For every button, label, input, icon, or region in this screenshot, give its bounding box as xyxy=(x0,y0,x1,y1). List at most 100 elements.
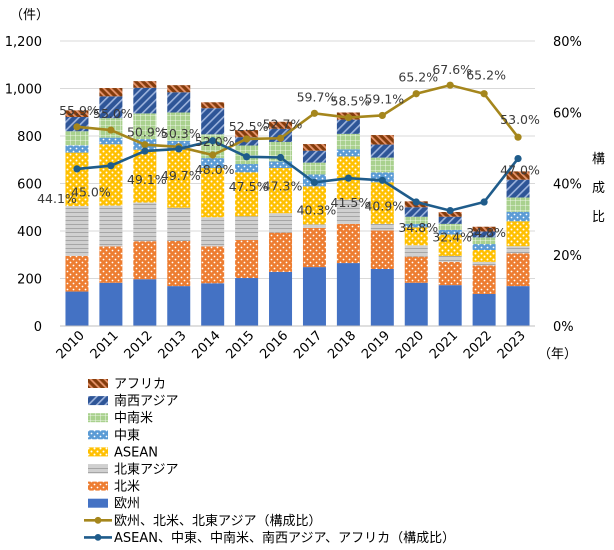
bar-segment xyxy=(235,164,258,172)
x-axis-ticks: 2010 2011 2012 2013 2014 2015 2016 2017 2018 2019… xyxy=(54,328,529,362)
right-axis-label-char-3: 比 xyxy=(592,210,605,225)
bar-segment xyxy=(405,283,428,326)
bar-segment xyxy=(439,285,462,326)
bar-segment xyxy=(337,120,360,134)
bar-segment xyxy=(405,257,428,283)
data-label-line2: 40.9% xyxy=(364,198,404,213)
x-tick-label: 2017 xyxy=(291,328,325,362)
ratio-point xyxy=(447,207,454,214)
ratio-point xyxy=(311,110,318,117)
x-tick-label: 2012 xyxy=(122,328,156,362)
data-label-line2: 45.0% xyxy=(71,185,111,200)
bar-segment xyxy=(133,279,156,326)
left-axis-unit: （件） xyxy=(10,8,49,23)
bar-segment xyxy=(269,233,292,272)
bar-segment xyxy=(507,221,530,246)
legend-item: 欧州 xyxy=(88,497,140,512)
bar-segment xyxy=(337,134,360,149)
legend-label: ASEAN、中東、中南米、南西アジア、アフリカ（構成比） xyxy=(114,530,455,546)
bar-segment xyxy=(371,158,394,173)
ratio-point xyxy=(277,154,284,161)
bar-segment xyxy=(235,240,258,278)
data-label-line1: 59.1% xyxy=(364,91,404,106)
bar-segment xyxy=(337,224,360,263)
x-tick-label: 2019 xyxy=(359,328,393,362)
bar-segment xyxy=(167,286,190,326)
bar-segment xyxy=(303,151,326,163)
ratio-point xyxy=(379,112,386,119)
legend-label: アフリカ xyxy=(114,377,166,392)
right-tick-label: 80% xyxy=(553,35,582,50)
right-tick-label: 60% xyxy=(553,106,582,121)
legend-item: 南西アジア xyxy=(88,393,178,409)
bar-segment xyxy=(65,206,88,256)
data-label-line1: 52.7% xyxy=(263,116,303,131)
bar-segment xyxy=(371,231,394,269)
ratio-point xyxy=(514,155,521,162)
bar-segment xyxy=(303,144,326,151)
ratio-point xyxy=(345,175,352,182)
bar-segment xyxy=(473,262,496,266)
legend-line-marker xyxy=(95,534,102,541)
legend-label: 中東 xyxy=(114,427,140,443)
bar-segment xyxy=(167,208,190,241)
left-tick-label: 0 xyxy=(34,320,42,335)
bar-segment xyxy=(99,88,122,96)
bar-segment xyxy=(133,203,156,242)
bar-segment xyxy=(167,241,190,286)
bar-segment xyxy=(507,253,530,286)
ratio-point xyxy=(243,135,250,142)
legend-swatch xyxy=(88,413,108,422)
bar-segment xyxy=(405,207,428,217)
legend-item: アフリカ xyxy=(88,377,166,392)
bar-segment xyxy=(99,246,122,282)
ratio-point xyxy=(141,141,148,148)
ratio-point xyxy=(379,177,386,184)
bar-segment xyxy=(507,212,530,222)
right-tick-label: 0% xyxy=(553,320,574,335)
legend-label: 北米 xyxy=(114,480,140,495)
bar-segment xyxy=(439,262,462,285)
legend-label: 欧州、北米、北東アジア（構成比） xyxy=(114,513,321,529)
legend-swatch xyxy=(88,482,108,491)
bar-segment xyxy=(439,256,462,262)
bar-segment xyxy=(439,217,462,224)
bar-segment xyxy=(303,163,326,175)
bar-segment xyxy=(201,283,224,326)
ratio-point xyxy=(107,126,114,133)
x-tick-label: 2022 xyxy=(461,328,495,362)
ratio-point xyxy=(514,134,521,141)
data-label-line2: 47.0% xyxy=(500,163,540,178)
ratio-point xyxy=(243,153,250,160)
data-label-line1: 65.2% xyxy=(466,68,506,83)
left-tick-label: 1,000 xyxy=(5,83,42,98)
left-tick-label: 1,200 xyxy=(5,35,42,50)
bar-segment xyxy=(133,241,156,279)
ratio-point xyxy=(107,162,114,169)
right-tick-label: 40% xyxy=(553,178,582,193)
ratio-point xyxy=(277,135,284,142)
bar-segment xyxy=(167,85,190,92)
bar-segment xyxy=(201,108,224,134)
bar-segment xyxy=(371,269,394,326)
legend-label: 欧州 xyxy=(114,497,140,512)
bar-segment xyxy=(201,217,224,246)
legend-item: 中南米 xyxy=(88,410,153,426)
bar-segment xyxy=(473,250,496,262)
bar-segment xyxy=(65,146,88,153)
bar-segment xyxy=(167,92,190,112)
bar-segment xyxy=(99,138,122,145)
ratio-point xyxy=(345,114,352,121)
bar-segment xyxy=(507,246,530,253)
x-axis-unit: （年） xyxy=(538,347,577,362)
bar-segment xyxy=(65,256,88,292)
bar-segment xyxy=(133,88,156,114)
x-tick-label: 2010 xyxy=(54,328,88,362)
x-tick-label: 2014 xyxy=(189,328,223,362)
ratio-point xyxy=(175,145,182,152)
x-tick-label: 2020 xyxy=(393,328,427,362)
left-axis-ticks: 0 200 400 600 800 1,000 1,200 xyxy=(5,35,42,335)
ratio-point xyxy=(209,151,216,158)
bar-segment xyxy=(269,213,292,232)
